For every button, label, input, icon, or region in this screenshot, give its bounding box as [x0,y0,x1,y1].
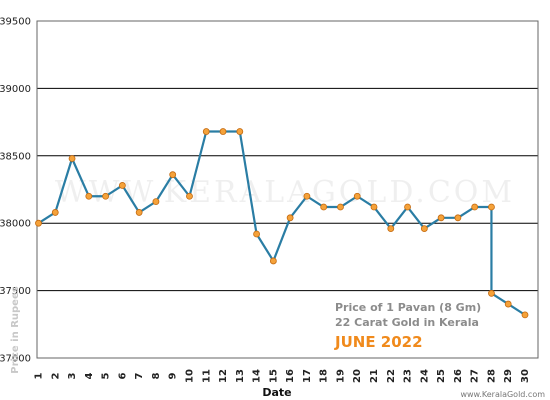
data-point [219,128,227,135]
data-point [253,230,260,238]
x-tick-label: 3 [67,372,78,379]
data-point [420,225,428,232]
grid-lines [36,20,539,359]
x-tick-label: 5 [101,372,112,379]
y-tick-label: 37000 [0,354,31,365]
y-tick-label: 39500 [0,17,31,28]
data-point [488,203,495,211]
x-tick-label: 10 [184,369,195,383]
x-tick-label: 20 [352,369,363,383]
data-point [236,128,244,135]
data-point [68,155,76,162]
data-point [118,182,126,189]
data-point [186,192,193,200]
data-point [51,209,59,216]
x-tick-label: 9 [168,372,179,379]
x-tick-label: 22 [386,369,397,383]
price-series [35,128,529,319]
data-point [320,203,328,211]
legend-line-1: Price of 1 Pavan (8 Gm) [335,301,481,314]
x-tick-label: 17 [302,369,313,383]
x-tick-label: 14 [252,369,263,383]
y-tick-label: 37500 [0,286,31,297]
y-tick-label: 39000 [0,84,31,95]
credit-text: www.KeralaGold.com [460,390,545,399]
data-point [202,128,210,135]
y-axis-ticks: 37000 37500 38000 38500 39000 39500 [0,17,31,365]
x-tick-label: 26 [453,369,464,383]
data-point [169,171,177,179]
x-tick-label: 29 [503,369,514,383]
x-tick-label: 27 [470,369,481,383]
y-axis-title: Price in Rupees [10,286,21,373]
x-tick-label: 15 [268,369,279,383]
x-tick-label: 2 [50,372,61,379]
x-tick-label: 16 [285,369,296,383]
y-tick-label: 38500 [0,151,31,162]
data-point [85,192,93,200]
data-point [286,214,294,222]
plot-border [36,20,539,359]
data-point [387,225,395,232]
data-point [337,203,344,211]
x-tick-label: 7 [134,372,145,379]
legend-line-2: 22 Carat Gold in Kerala [335,316,479,329]
x-tick-label: 21 [369,369,380,383]
data-point [102,192,110,200]
data-point [488,289,495,297]
x-tick-label: 19 [335,369,346,383]
data-point [521,311,529,319]
data-point [504,300,512,308]
x-tick-label: 11 [201,369,212,383]
x-tick-label: 12 [218,369,229,383]
data-point [353,192,361,200]
data-point [35,219,42,227]
data-point [437,214,445,222]
x-tick-label: 1 [34,372,45,379]
data-point [471,203,479,211]
watermark-text: WWW.KERALAGOLD.COM [55,175,515,210]
data-point [135,209,143,216]
data-point [454,214,462,222]
x-tick-label: 4 [84,372,95,379]
x-tick-label: 13 [235,369,246,383]
x-tick-label: 18 [319,369,330,383]
x-tick-label: 30 [520,369,531,383]
x-tick-label: 28 [486,369,497,383]
data-point [303,192,311,200]
data-point [404,203,411,211]
x-tick-label: 8 [151,372,162,379]
x-tick-label: 25 [436,369,447,383]
x-tick-label: 23 [403,369,414,383]
data-point [152,198,160,206]
x-tick-label: 24 [419,369,430,383]
x-axis-ticks: 1 2 3 4 5 6 7 8 9 10 11 12 13 14 15 16 17 18 19 20 21 22 23 24 2… [34,369,532,383]
data-point [269,257,277,265]
data-point [370,203,378,211]
y-tick-label: 38000 [0,219,31,230]
legend-line-3: JUNE 2022 [334,333,423,351]
x-axis-title: Date [262,386,291,399]
x-tick-label: 6 [117,372,128,379]
